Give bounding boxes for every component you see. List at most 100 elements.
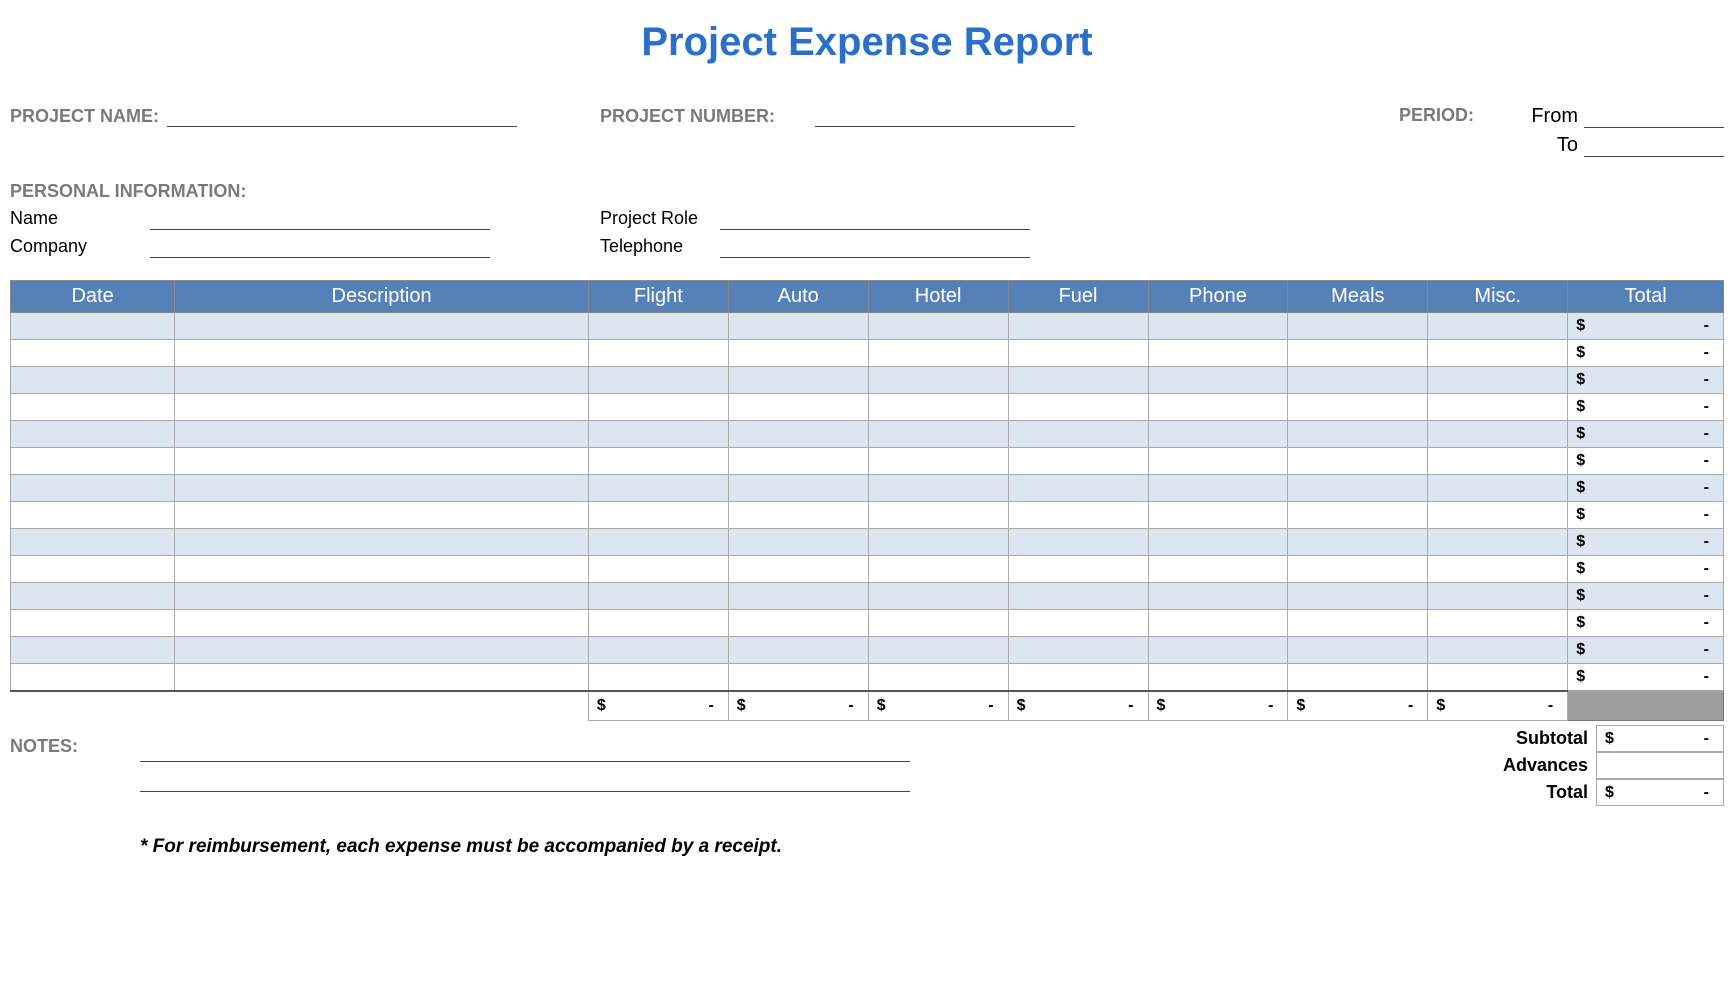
period-to-input[interactable] [1584, 135, 1724, 157]
table-cell[interactable] [1428, 529, 1568, 556]
table-cell[interactable] [588, 475, 728, 502]
table-cell[interactable] [1148, 421, 1288, 448]
table-cell[interactable] [1008, 637, 1148, 664]
table-cell[interactable] [1428, 583, 1568, 610]
table-cell[interactable] [728, 583, 868, 610]
table-cell[interactable] [588, 556, 728, 583]
table-cell[interactable] [588, 502, 728, 529]
table-cell[interactable] [1288, 637, 1428, 664]
table-cell[interactable] [1428, 448, 1568, 475]
table-cell[interactable] [11, 529, 175, 556]
table-cell[interactable] [1288, 583, 1428, 610]
company-input[interactable] [150, 236, 490, 258]
table-cell[interactable] [868, 313, 1008, 340]
table-cell[interactable] [588, 394, 728, 421]
table-cell[interactable] [1288, 529, 1428, 556]
table-cell[interactable] [1288, 313, 1428, 340]
table-cell[interactable] [11, 556, 175, 583]
table-cell[interactable] [1428, 421, 1568, 448]
table-cell[interactable] [868, 502, 1008, 529]
table-cell[interactable] [728, 421, 868, 448]
table-cell[interactable] [728, 529, 868, 556]
table-cell[interactable] [588, 340, 728, 367]
table-cell[interactable] [588, 313, 728, 340]
table-cell[interactable] [1148, 340, 1288, 367]
table-cell[interactable] [175, 637, 589, 664]
table-cell[interactable] [588, 637, 728, 664]
table-cell[interactable] [1428, 610, 1568, 637]
table-cell[interactable] [11, 475, 175, 502]
table-cell[interactable] [728, 637, 868, 664]
notes-line[interactable] [140, 766, 910, 792]
table-cell[interactable] [868, 394, 1008, 421]
period-from-input[interactable] [1584, 106, 1724, 128]
table-cell[interactable] [1008, 529, 1148, 556]
table-cell[interactable] [1288, 394, 1428, 421]
table-cell[interactable] [1288, 367, 1428, 394]
table-cell[interactable] [1008, 475, 1148, 502]
table-cell[interactable] [175, 421, 589, 448]
name-input[interactable] [150, 208, 490, 230]
table-cell[interactable] [1288, 448, 1428, 475]
table-cell[interactable] [1008, 502, 1148, 529]
table-cell[interactable] [588, 610, 728, 637]
table-cell[interactable] [868, 637, 1008, 664]
table-cell[interactable] [588, 448, 728, 475]
table-cell[interactable] [868, 367, 1008, 394]
table-cell[interactable] [588, 367, 728, 394]
table-cell[interactable] [11, 610, 175, 637]
table-cell[interactable] [175, 448, 589, 475]
table-cell[interactable] [1288, 664, 1428, 691]
table-cell[interactable] [1428, 664, 1568, 691]
table-cell[interactable] [1428, 313, 1568, 340]
table-cell[interactable] [1288, 556, 1428, 583]
table-cell[interactable] [1008, 664, 1148, 691]
project-number-input[interactable] [815, 105, 1075, 127]
table-cell[interactable] [11, 394, 175, 421]
table-cell[interactable] [1148, 637, 1288, 664]
table-cell[interactable] [175, 502, 589, 529]
table-cell[interactable] [588, 421, 728, 448]
table-cell[interactable] [868, 448, 1008, 475]
table-cell[interactable] [11, 340, 175, 367]
table-cell[interactable] [1148, 664, 1288, 691]
table-cell[interactable] [868, 421, 1008, 448]
table-cell[interactable] [175, 610, 589, 637]
table-cell[interactable] [1148, 610, 1288, 637]
telephone-input[interactable] [720, 236, 1030, 258]
table-cell[interactable] [1148, 313, 1288, 340]
table-cell[interactable] [868, 475, 1008, 502]
table-cell[interactable] [175, 367, 589, 394]
table-cell[interactable] [1148, 475, 1288, 502]
table-cell[interactable] [728, 556, 868, 583]
table-cell[interactable] [1148, 394, 1288, 421]
table-cell[interactable] [728, 502, 868, 529]
table-cell[interactable] [868, 529, 1008, 556]
table-cell[interactable] [11, 448, 175, 475]
table-cell[interactable] [1008, 583, 1148, 610]
table-cell[interactable] [1008, 394, 1148, 421]
table-cell[interactable] [1428, 502, 1568, 529]
table-cell[interactable] [728, 313, 868, 340]
table-cell[interactable] [1008, 313, 1148, 340]
table-cell[interactable] [1428, 637, 1568, 664]
table-cell[interactable] [728, 367, 868, 394]
table-cell[interactable] [728, 610, 868, 637]
notes-line[interactable] [140, 736, 910, 762]
table-cell[interactable] [1008, 556, 1148, 583]
table-cell[interactable] [175, 556, 589, 583]
table-cell[interactable] [1148, 556, 1288, 583]
table-cell[interactable] [1148, 367, 1288, 394]
table-cell[interactable] [11, 313, 175, 340]
table-cell[interactable] [1148, 448, 1288, 475]
table-cell[interactable] [868, 556, 1008, 583]
table-cell[interactable] [868, 583, 1008, 610]
table-cell[interactable] [11, 502, 175, 529]
table-cell[interactable] [1288, 610, 1428, 637]
table-cell[interactable] [1008, 367, 1148, 394]
table-cell[interactable] [11, 367, 175, 394]
project-name-input[interactable] [167, 105, 517, 127]
table-cell[interactable] [868, 664, 1008, 691]
table-cell[interactable] [1428, 475, 1568, 502]
table-cell[interactable] [1008, 340, 1148, 367]
